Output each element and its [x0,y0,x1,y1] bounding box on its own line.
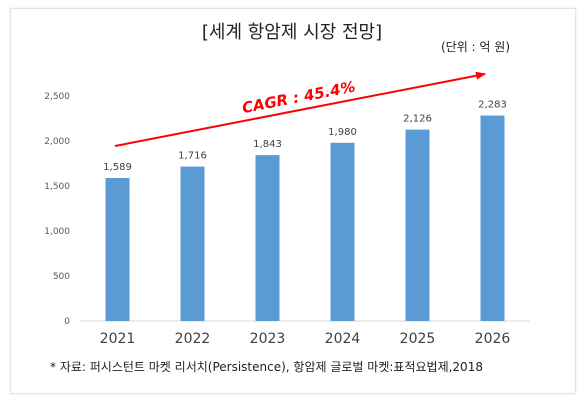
bar-2024 [330,142,355,321]
chart-title: [세계 항암제 시장 전망] [201,22,383,43]
y-tick-label: 1,000 [44,227,70,237]
y-tick-label: 500 [53,272,70,282]
cagr-arrow [114,71,486,147]
y-tick-label: 2,000 [44,137,70,147]
x-tick-label: 2024 [325,331,361,347]
unit-note: (단위 : 억 원) [440,40,510,54]
x-tick-label: 2021 [100,331,136,347]
data-label-2024: 1,980 [328,127,357,138]
x-tick-label: 2023 [250,331,286,347]
data-label-2021: 1,589 [103,162,132,173]
x-tick-label: 2026 [475,331,511,347]
x-tick-label: 2022 [175,331,211,347]
bar-2022 [180,166,205,321]
bar-2025 [405,129,430,321]
source-note: * 자료: 퍼시스턴트 마켓 리서치(Persistence), 항암제 글로벌… [50,360,483,374]
data-label-2023: 1,843 [253,139,282,150]
data-label-2026: 2,283 [478,100,507,111]
bar-2021 [105,177,130,321]
y-tick-label: 0 [64,317,70,327]
x-tick-label: 2025 [400,331,436,347]
bar-2026 [480,115,505,321]
data-label-2025: 2,126 [403,114,432,125]
y-tick-label: 2,500 [44,92,70,102]
data-label-2022: 1,716 [178,151,207,162]
bar-2023 [255,155,280,321]
y-tick-label: 1,500 [44,182,70,192]
